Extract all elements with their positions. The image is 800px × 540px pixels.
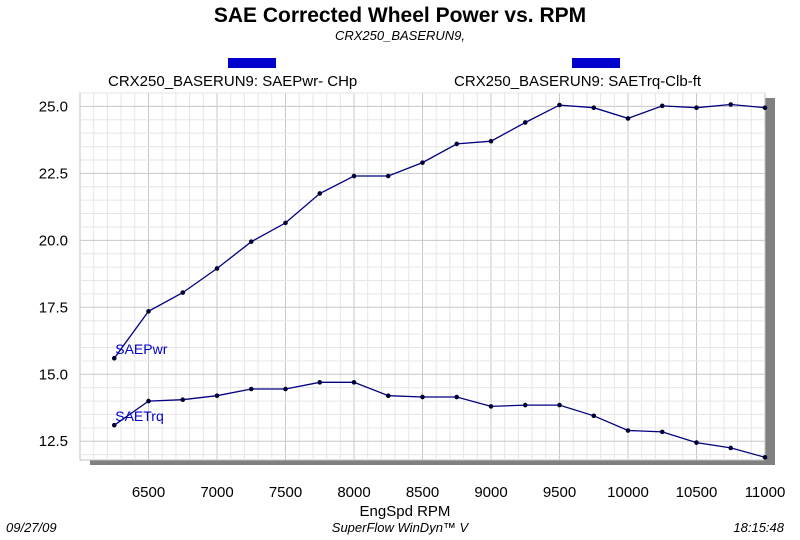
x-tick-label: 8000 bbox=[337, 484, 370, 501]
x-tick-label: 9000 bbox=[474, 484, 507, 501]
data-point-saetrq bbox=[762, 455, 768, 460]
data-point-saetrq bbox=[454, 394, 460, 400]
series-line-saetrq bbox=[113, 381, 766, 458]
legend-swatch-torque bbox=[572, 58, 620, 68]
data-point-saetrq bbox=[557, 402, 562, 408]
data-point-saepwr bbox=[454, 141, 460, 147]
data-point-saetrq bbox=[591, 413, 597, 419]
data-point-saepwr bbox=[625, 116, 631, 121]
y-tick-label: 12.5 bbox=[39, 433, 68, 450]
x-tick-label: 10000 bbox=[607, 484, 649, 501]
chart-subtitle: CRX250_BASERUN9, bbox=[334, 28, 466, 43]
data-point-saepwr bbox=[591, 105, 597, 111]
x-tick-label: 8500 bbox=[406, 484, 439, 501]
legend-label-torque: CRX250_BASERUN9: SAETrq-Clb-ft bbox=[454, 73, 702, 90]
data-point-saetrq bbox=[180, 397, 186, 403]
data-point-saetrq bbox=[625, 428, 631, 433]
data-point-saepwr bbox=[522, 120, 528, 125]
data-point-saetrq bbox=[385, 393, 391, 399]
data-point-saetrq bbox=[728, 445, 734, 451]
legend-swatch-power bbox=[228, 58, 276, 68]
data-point-saepwr bbox=[214, 266, 220, 271]
data-point-saetrq bbox=[420, 394, 425, 400]
data-point-saepwr bbox=[317, 191, 323, 196]
x-tick-label: 10500 bbox=[676, 484, 718, 501]
series-line-saepwr bbox=[113, 103, 766, 359]
footer-date: 09/27/09 bbox=[6, 520, 57, 535]
data-point-saetrq bbox=[694, 440, 699, 445]
data-point-saetrq bbox=[317, 380, 323, 385]
data-point-saetrq bbox=[111, 422, 117, 428]
x-tick-label: 11000 bbox=[745, 484, 786, 501]
footer-time: 18:15:48 bbox=[733, 520, 784, 535]
data-point-saetrq bbox=[659, 429, 665, 435]
data-point-saepwr bbox=[146, 309, 151, 314]
data-point-saetrq bbox=[488, 404, 494, 409]
data-point-saepwr bbox=[694, 105, 699, 111]
y-tick-label: 25.0 bbox=[39, 98, 68, 115]
data-point-saepwr bbox=[659, 103, 665, 109]
data-point-saetrq bbox=[351, 380, 357, 385]
y-tick-label: 22.5 bbox=[39, 165, 68, 182]
data-point-saepwr bbox=[385, 173, 391, 179]
x-axis-label: EngSpd RPM bbox=[360, 503, 451, 520]
chart-title: SAE Corrected Wheel Power vs. RPM bbox=[213, 4, 587, 27]
y-tick-label: 15.0 bbox=[39, 366, 68, 383]
data-point-saepwr bbox=[111, 355, 117, 361]
footer-software: SuperFlow WinDyn™ V bbox=[331, 520, 469, 535]
data-point-saepwr bbox=[762, 105, 768, 111]
data-point-saetrq bbox=[248, 386, 254, 392]
data-point-saetrq bbox=[522, 402, 528, 408]
data-point-saepwr bbox=[420, 160, 425, 165]
x-tick-label: 9500 bbox=[543, 484, 576, 501]
data-point-saepwr bbox=[283, 220, 288, 226]
series-label-saetrq: SAETrq bbox=[115, 408, 164, 424]
data-point-saepwr bbox=[488, 138, 494, 144]
data-point-saetrq bbox=[214, 393, 220, 399]
x-tick-label: 6500 bbox=[132, 484, 165, 501]
data-point-saepwr bbox=[557, 102, 562, 108]
legend-label-power: CRX250_BASERUN9: SAEPwr- CHp bbox=[108, 73, 358, 90]
x-tick-label: 7000 bbox=[200, 484, 233, 501]
series-label-saepwr: SAEPwr bbox=[115, 341, 167, 357]
data-point-saepwr bbox=[351, 173, 357, 179]
data-point-saetrq bbox=[283, 386, 288, 392]
data-point-saepwr bbox=[248, 239, 254, 244]
y-tick-label: 17.5 bbox=[39, 299, 68, 316]
data-point-saetrq bbox=[146, 398, 151, 404]
y-tick-label: 20.0 bbox=[39, 232, 68, 249]
data-point-saepwr bbox=[180, 290, 186, 295]
data-point-saepwr bbox=[728, 102, 734, 107]
x-tick-label: 7500 bbox=[269, 484, 302, 501]
